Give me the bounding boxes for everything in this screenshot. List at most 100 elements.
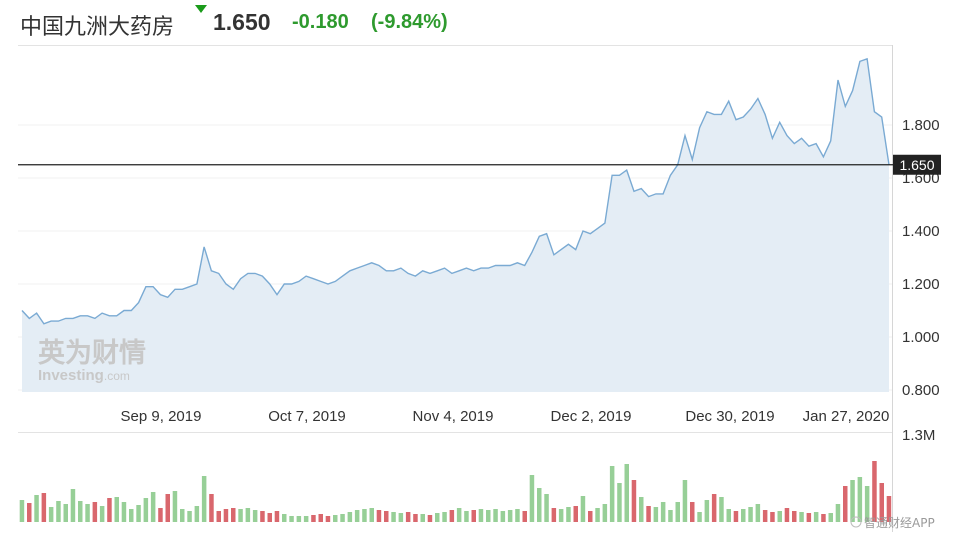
volume-bar bbox=[799, 512, 804, 522]
volume-bar bbox=[733, 511, 739, 522]
volume-bar bbox=[289, 516, 294, 522]
price-tick-label: 1.200 bbox=[902, 276, 940, 293]
volume-bar bbox=[435, 513, 440, 522]
volume-bar bbox=[857, 477, 863, 522]
volume-bar bbox=[660, 502, 666, 522]
volume-bar bbox=[609, 466, 615, 522]
volume-bar bbox=[471, 510, 476, 522]
volume-bar bbox=[150, 492, 156, 522]
volume-bar bbox=[493, 509, 498, 522]
volume-bar bbox=[850, 480, 855, 522]
watermark-cn: 英为财情 bbox=[38, 338, 146, 369]
volume-bar bbox=[274, 511, 280, 522]
volume-bar bbox=[369, 508, 374, 522]
volume-bar bbox=[806, 513, 812, 522]
down-arrow-icon bbox=[195, 5, 207, 13]
volume-bar bbox=[121, 502, 127, 522]
volume-bar bbox=[580, 496, 586, 522]
volume-bar bbox=[296, 516, 302, 522]
volume-bar bbox=[187, 511, 192, 522]
price-area-fill bbox=[22, 58, 889, 393]
volume-bar bbox=[522, 511, 527, 522]
price-tick-label: 0.800 bbox=[902, 382, 940, 399]
volume-bar bbox=[165, 494, 170, 522]
date-tick-label: Dec 2, 2019 bbox=[551, 408, 632, 425]
volume-bar bbox=[48, 507, 54, 522]
volume-bar bbox=[303, 516, 309, 522]
volume-bar bbox=[413, 514, 418, 522]
volume-bar bbox=[63, 504, 68, 522]
volume-bar bbox=[486, 510, 491, 522]
volume-bar bbox=[347, 512, 353, 522]
volume-bar bbox=[719, 497, 724, 522]
volume-bar bbox=[172, 491, 178, 522]
date-tick-label: Sep 9, 2019 bbox=[121, 408, 202, 425]
volume-bar bbox=[107, 498, 112, 522]
volume-bar bbox=[70, 489, 76, 522]
volume-bar bbox=[180, 509, 185, 522]
volume-bar bbox=[325, 516, 331, 522]
volume-bars bbox=[19, 461, 892, 522]
volume-bar bbox=[449, 510, 455, 522]
volume-bar bbox=[252, 510, 258, 522]
volume-bar bbox=[420, 514, 425, 522]
volume-bar bbox=[99, 506, 105, 522]
watermark-en: Investing bbox=[38, 367, 104, 384]
volume-bar bbox=[544, 494, 549, 522]
volume-bar bbox=[201, 476, 207, 522]
watermark-en-line: Investing.com bbox=[38, 367, 130, 384]
volume-bar bbox=[704, 500, 710, 522]
volume-bar bbox=[551, 508, 557, 522]
current-price-label: 1.650 bbox=[899, 157, 934, 173]
volume-bar bbox=[362, 509, 367, 522]
volume-bar bbox=[573, 506, 578, 522]
volume-bar bbox=[558, 509, 564, 522]
volume-bar bbox=[726, 509, 731, 522]
volume-bar bbox=[143, 498, 149, 522]
volume-bar bbox=[19, 500, 25, 522]
volume-bar bbox=[821, 514, 826, 522]
volume-bar bbox=[398, 513, 404, 522]
volume-axis-label: 1.3M bbox=[902, 427, 935, 444]
price-tick-label: 1.400 bbox=[902, 223, 940, 240]
volume-bar bbox=[318, 514, 323, 522]
current-price-badge bbox=[893, 154, 941, 175]
volume-bar bbox=[755, 504, 761, 522]
date-tick-label: Dec 30, 2019 bbox=[685, 408, 774, 425]
volume-bar bbox=[231, 508, 236, 522]
volume-bar bbox=[668, 510, 673, 522]
volume-bar bbox=[835, 504, 841, 522]
volume-bar bbox=[588, 511, 593, 522]
volume-bar bbox=[78, 501, 83, 522]
watermark-logo-icon bbox=[850, 516, 862, 528]
volume-bar bbox=[879, 483, 884, 522]
volume-bar bbox=[631, 480, 637, 522]
volume-bar bbox=[653, 507, 659, 522]
volume-bar bbox=[194, 506, 200, 522]
volume-bar bbox=[813, 512, 819, 522]
volume-bar bbox=[639, 497, 644, 522]
volume-bar bbox=[741, 509, 746, 522]
volume-bar bbox=[507, 510, 513, 522]
corner-watermark-text: 智通财经APP bbox=[864, 515, 935, 530]
volume-bar bbox=[85, 504, 90, 522]
volume-bar bbox=[646, 506, 651, 522]
volume-bar bbox=[223, 509, 229, 522]
volume-bar bbox=[478, 509, 484, 522]
volume-bar bbox=[675, 502, 680, 522]
volume-bar bbox=[405, 512, 411, 522]
volume-bar bbox=[267, 513, 272, 522]
volume-bar bbox=[376, 510, 382, 522]
volume-bar bbox=[158, 508, 163, 522]
date-axis-ticks: Sep 9, 2019 Oct 7, 2019 Nov 4, 2019 Dec 2, … bbox=[121, 408, 890, 425]
last-price: 1.650 bbox=[213, 9, 271, 35]
volume-bar bbox=[566, 507, 571, 522]
stock-name: 中国九洲大药房 bbox=[20, 15, 175, 40]
volume-bar bbox=[238, 509, 243, 522]
volume-bar bbox=[56, 501, 61, 522]
volume-bar bbox=[784, 508, 790, 522]
volume-bar bbox=[777, 511, 782, 522]
volume-bar bbox=[864, 486, 870, 522]
volume-bar bbox=[762, 510, 768, 522]
